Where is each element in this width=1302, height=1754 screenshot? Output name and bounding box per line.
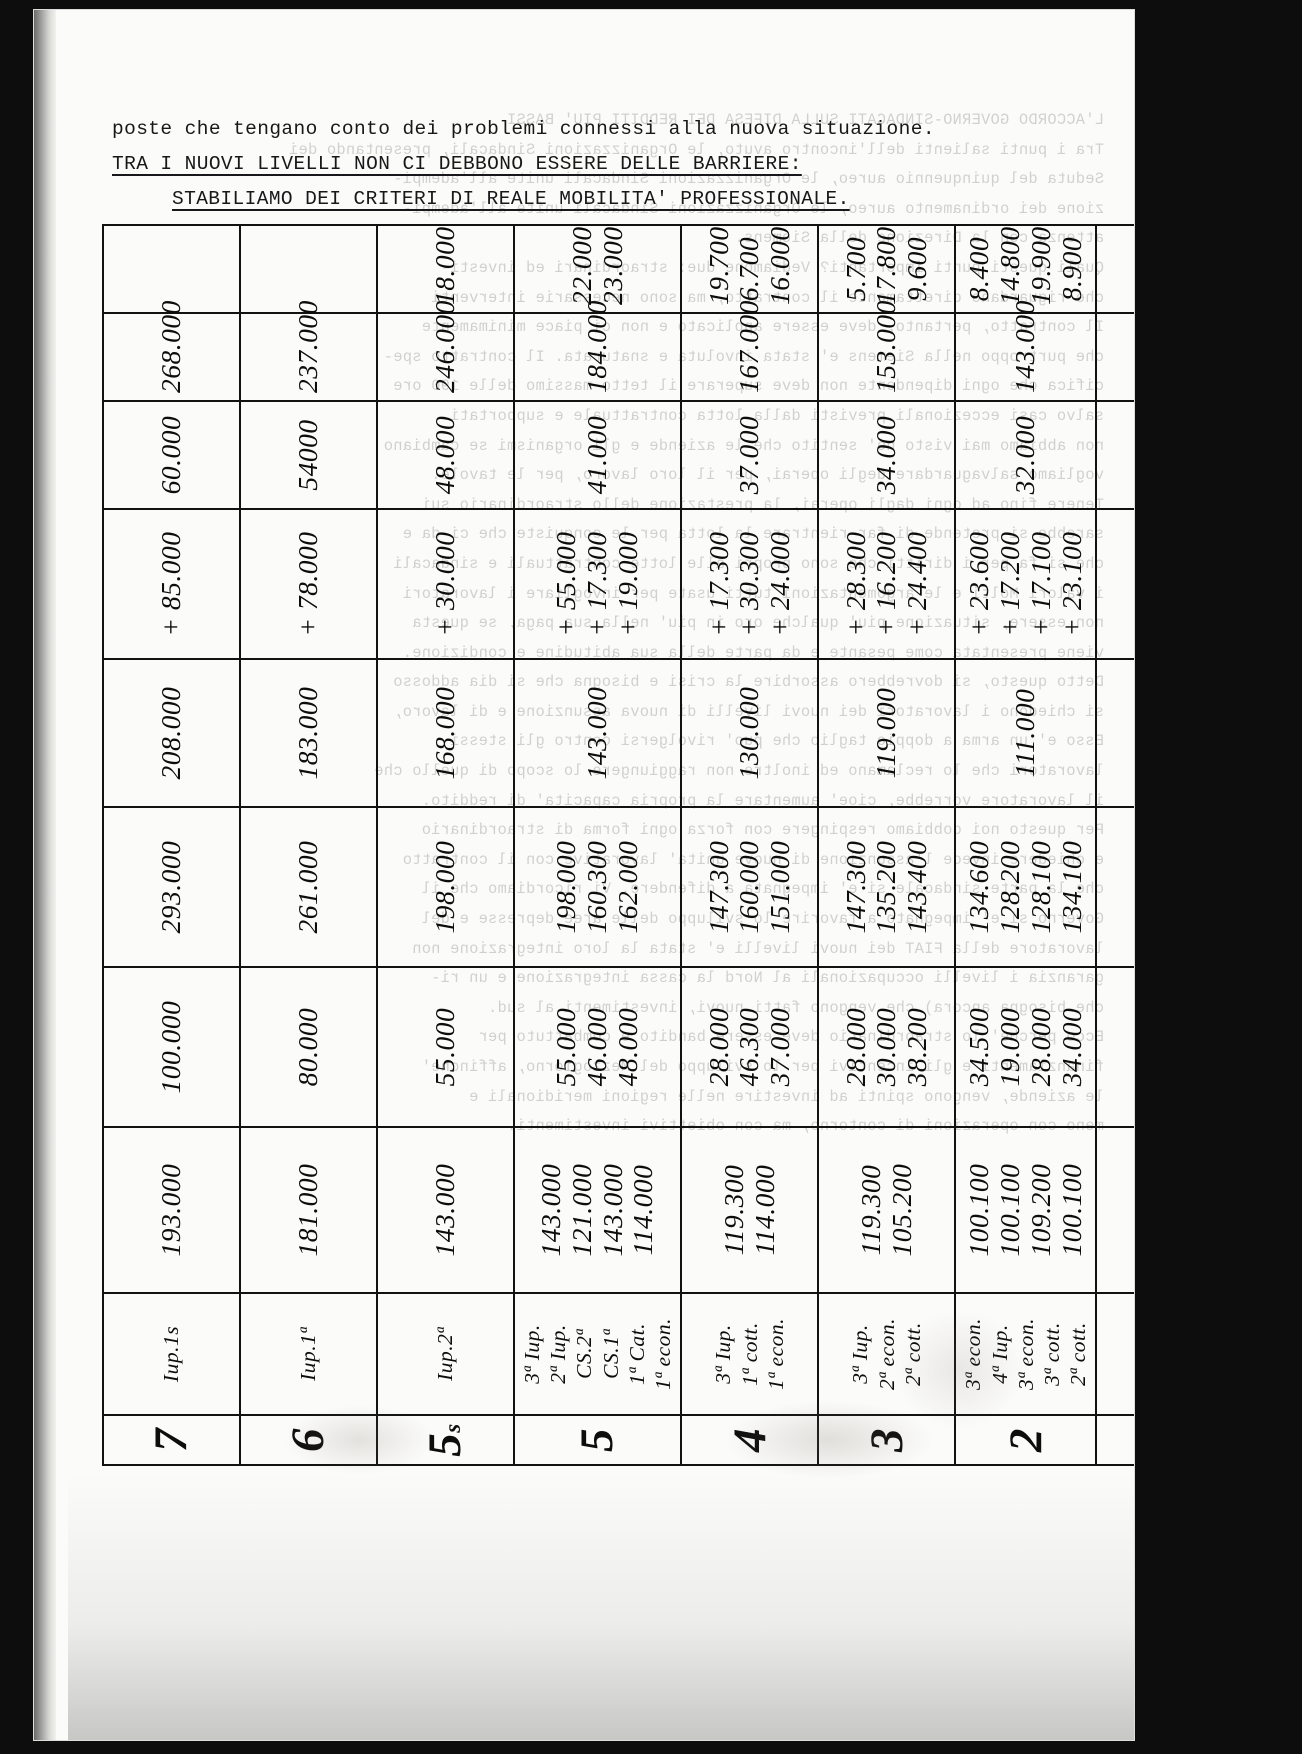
typed-line-1: poste che tengano conto dei problemi con… — [112, 118, 935, 140]
table-row: 33ª Iup.2ª econ.2ª cott.119.300105.20028… — [818, 225, 956, 1465]
scan-edge-top — [0, 0, 1302, 10]
col-e-cell: + 85.000 — [103, 509, 240, 659]
col-e-cell: + 30.000 — [377, 509, 514, 659]
col-e-cell: + 16.200+ 20.200 — [1096, 509, 1134, 659]
typed-line-3: STABILIAMO DEI CRITERI DI REALE MOBILITA… — [172, 188, 850, 210]
level-cell: 1 — [1096, 1415, 1134, 1465]
col-e-cell: + 55.000 + 17.300 + 19.000 — [514, 509, 682, 659]
handwritten-wage-table: 7 Iup.1s 193.000 100.000 293.000 208.000 + 85.… — [102, 225, 1134, 1466]
col-g-cell: 246.000 — [377, 300, 514, 401]
level-cell: 5 — [514, 1415, 682, 1465]
col-b-cell: 100.000 — [103, 967, 240, 1127]
col-c-cell: 147.300 135.200 143.400 — [818, 807, 956, 967]
col-a-cell: 193.000 — [103, 1127, 240, 1293]
table-row: 14 cott.4 econ.97.20024.00028.000124.200… — [1096, 225, 1134, 1465]
col-e-cell: + 17.300 + 30.300 + 24.000 — [681, 509, 819, 659]
col-g-cell: 167.000 — [681, 300, 819, 401]
col-c-cell: 147.300 160.000 151.000 — [681, 807, 819, 967]
col-a-cell: 143.000 121.000 143.000 114.000 — [514, 1127, 682, 1293]
table-row: 23ª econ.4ª Iup.3ª econ.3ª cott.2ª cott.… — [955, 225, 1097, 1465]
table-row: 43ª Iup.1ª cott.1ª econ.119.300114.00028… — [681, 225, 819, 1465]
col-g-cell: 135.000 — [1096, 313, 1134, 401]
scan-shadow — [68, 1472, 1134, 1740]
col-d-cell: 143.000 — [514, 659, 682, 807]
col-a-cell: 97.200 — [1096, 1127, 1134, 1293]
col-a-cell: 119.300 114.000 — [681, 1127, 819, 1293]
col-a-cell: 143.000 — [377, 1127, 514, 1293]
col-f-cell: 37.000 — [681, 401, 819, 509]
col-d-cell: 111.000 — [955, 659, 1097, 807]
col-b-cell: 55.000 46.000 48.000 — [514, 967, 682, 1127]
col-b-cell: 80.000 — [240, 967, 377, 1127]
col-c-cell: 134.600 128.200 128.100 134.100 — [955, 807, 1097, 967]
col-b-cell: 28.000 46.300 37.000 — [681, 967, 819, 1127]
col-h-cell: 5.700 17.800 9.600 — [818, 225, 956, 313]
col-a-cell: 181.000 — [240, 1127, 377, 1293]
col-g-cell: 268.000 — [103, 300, 240, 401]
col-d-cell: 119.000 — [818, 659, 956, 807]
categorie-cell: 3ª Iup. 1ª cott. 1ª econ. — [681, 1293, 819, 1415]
typed-heading-block: poste che tengano conto dei problemi con… — [112, 116, 1102, 212]
col-g-cell: 143.000 — [955, 300, 1097, 401]
col-f-cell: 54000 — [240, 401, 377, 509]
col-h-cell: 22.000 23.000 — [514, 225, 682, 313]
col-h-cell: 8.400 14.800 19.900 8.900 — [955, 225, 1097, 313]
paper-stain — [724, 1400, 934, 1480]
categorie-cell: Iup.1ª — [240, 1293, 377, 1415]
categorie-cell: 3ª Iup. 2ª Iup. CS.2ª CS.1ª 1ª Cat. 1ª econ. — [514, 1293, 682, 1415]
book-gutter — [34, 10, 56, 1740]
level-cell: 7 — [103, 1415, 240, 1465]
col-d-cell: 168.000 — [377, 659, 514, 807]
col-f-cell: 34.000 — [818, 401, 956, 509]
col-f-cell: 60.000 — [103, 401, 240, 509]
col-d-cell: 208.000 — [103, 659, 240, 807]
paper-stain — [284, 1405, 434, 1475]
col-c-cell: 124.200125.200 — [1096, 807, 1134, 967]
col-d-cell: 183.000 — [240, 659, 377, 807]
col-h-cell: 19.700 6.700 16.000 — [681, 225, 819, 313]
col-b-cell: 55.000 — [377, 967, 514, 1127]
col-e-cell: + 28.300 + 16.200 + 24.400 — [818, 509, 956, 659]
scan-edge-left — [0, 0, 34, 1754]
typed-line-2: TRA I NUOVI LIVELLI NON CI DEBBONO ESSER… — [112, 153, 802, 175]
scan-edge-bottom — [0, 1740, 1302, 1754]
col-e-cell: + 23.600 + 17.200 + 17.100 + 23.100 — [955, 509, 1097, 659]
categorie-cell: Iup.2ª — [377, 1293, 514, 1415]
categorie-cell: Iup.1s — [103, 1293, 240, 1415]
col-c-cell: 261.000 — [240, 807, 377, 967]
col-a-cell: 100.100 100.100 109.200 100.100 — [955, 1127, 1097, 1293]
col-f-cell: 32.000 — [955, 401, 1097, 509]
col-h-cell: 18.000 — [377, 225, 514, 313]
categorie-cell: 4 cott.4 econ. — [1096, 1293, 1134, 1415]
col-c-cell: 198.000 160.300 162.000 — [514, 807, 682, 967]
col-b-cell: 28.000 30.000 38.200 — [818, 967, 956, 1127]
col-g-cell: 153.000 — [818, 300, 956, 401]
document-page: L'ACCORDO GOVERNO-SINDACATI SULLA DIFESA… — [34, 10, 1134, 1740]
table-row: 5s Iup.2ª 143.000 55.000 198.000 168.000 + 30.… — [377, 225, 514, 1465]
col-c-cell: 198.000 — [377, 807, 514, 967]
col-a-cell: 119.300 105.200 — [818, 1127, 956, 1293]
table-row: 7 Iup.1s 193.000 100.000 293.000 208.000 + 85.… — [103, 225, 240, 1465]
wage-table: 7 Iup.1s 193.000 100.000 293.000 208.000 + 85.… — [102, 224, 1134, 1466]
col-f-cell: 48.000 — [377, 401, 514, 509]
col-e-cell: + 78.000 — [240, 509, 377, 659]
col-g-cell: 184.000 — [514, 300, 682, 401]
table-row: 5 3ª Iup. 2ª Iup. CS.2ª CS.1ª 1ª Cat. 1ª econ.… — [514, 225, 682, 1465]
col-d-cell: 105.000 — [1096, 659, 1134, 807]
col-f-cell: 41.000 — [514, 401, 682, 509]
col-d-cell: 130.000 — [681, 659, 819, 807]
scan-edge-right — [1134, 0, 1302, 1754]
col-c-cell: 293.000 — [103, 807, 240, 967]
col-g-cell: 237.000 — [240, 300, 377, 401]
paper-stain — [894, 1310, 1024, 1430]
col-b-cell: 34.500 19.000 28.000 34.000 — [955, 967, 1097, 1127]
col-f-cell: 30.000 — [1096, 401, 1134, 509]
